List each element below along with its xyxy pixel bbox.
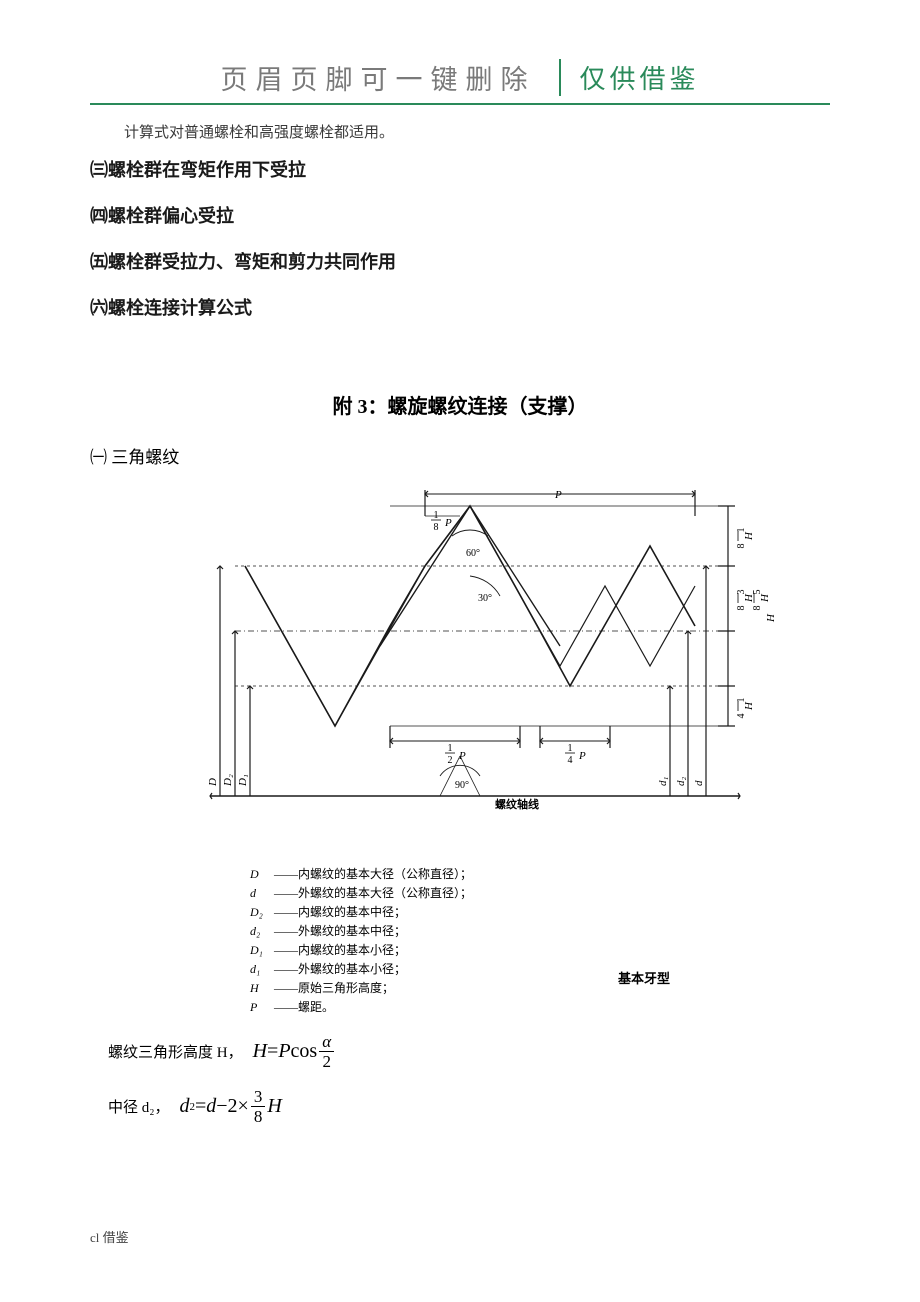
svg-text:H: H bbox=[743, 701, 755, 711]
legend-item: D₁——内螺纹的基本小径； bbox=[250, 941, 780, 958]
angle-60: 60° bbox=[466, 548, 480, 559]
legend-item: D₂——内螺纹的基本中径； bbox=[250, 903, 780, 920]
indent-note: 计算式对普通螺栓和高强度螺栓都适用。 bbox=[124, 121, 830, 142]
thread-profile-svg: P 1 8 P 60° 30° 1 2 P 1 4 P 90° 螺纹轴线 D D… bbox=[140, 486, 780, 846]
svg-text:8: 8 bbox=[752, 606, 763, 611]
svg-text:8: 8 bbox=[434, 522, 439, 533]
dim-d1: d₁ bbox=[657, 777, 669, 787]
footer-mark: cl 借鉴 bbox=[90, 1227, 129, 1246]
dim-D: D bbox=[207, 778, 219, 787]
formula-height-lead: 螺纹三角形高度 H， bbox=[108, 1041, 243, 1062]
angle-90: 90° bbox=[455, 780, 469, 791]
dim-D1: D₁ bbox=[237, 774, 249, 787]
svg-text:1: 1 bbox=[568, 743, 573, 754]
legend-item: d——外螺纹的基本大径（公称直径）； bbox=[250, 884, 780, 901]
legend-item: d₂——外螺纹的基本中径； bbox=[250, 922, 780, 939]
outline-3: ㈢螺栓群在弯矩作用下受拉 bbox=[90, 156, 830, 182]
svg-text:8: 8 bbox=[736, 544, 747, 549]
svg-text:2: 2 bbox=[448, 755, 453, 766]
svg-text:P: P bbox=[458, 750, 466, 762]
axis-label: 螺纹轴线 bbox=[495, 797, 539, 811]
legend-item: H——原始三角形高度； bbox=[250, 979, 780, 996]
svg-text:P: P bbox=[578, 750, 586, 762]
legend-item: D——内螺纹的基本大径（公称直径）； bbox=[250, 865, 780, 882]
dim-one-eighth-h: 1 8 H bbox=[736, 528, 755, 549]
legend-block: D——内螺纹的基本大径（公称直径）； d——外螺纹的基本大径（公称直径）； D₂… bbox=[140, 865, 780, 1015]
header-main-text: 页眉页脚可一键删除 bbox=[220, 58, 535, 97]
dim-p: P bbox=[554, 489, 562, 501]
dim-H: H bbox=[765, 613, 777, 623]
formula-pitch-lead: 中径 d₂， bbox=[108, 1096, 169, 1117]
header-side-text: 仅供借鉴 bbox=[559, 59, 699, 96]
dim-d2: d₂ bbox=[675, 777, 687, 787]
outline-4: ㈣螺栓群偏心受拉 bbox=[90, 202, 830, 228]
svg-text:4: 4 bbox=[736, 714, 747, 719]
svg-text:8: 8 bbox=[736, 606, 747, 611]
svg-text:H: H bbox=[743, 531, 755, 541]
dim-quarter-p: 1 4 P bbox=[565, 743, 586, 766]
legend-caption: 基本牙型 bbox=[618, 968, 670, 987]
svg-text:4: 4 bbox=[568, 755, 573, 766]
sub-heading: ㈠ 三角螺纹 bbox=[90, 443, 830, 468]
svg-text:1: 1 bbox=[434, 510, 439, 521]
outline-5: ㈤螺栓群受拉力、弯矩和剪力共同作用 bbox=[90, 248, 830, 274]
dim-d: d bbox=[693, 780, 705, 786]
dim-quarter-h: 1 4 H bbox=[736, 698, 755, 719]
formula-height: 螺纹三角形高度 H， H=Pcos α2 bbox=[108, 1033, 830, 1070]
dim-one-eighth-p: 1 8 P bbox=[431, 510, 452, 533]
header-rule bbox=[90, 103, 830, 105]
legend-item: d₁——外螺纹的基本小径； bbox=[250, 960, 780, 977]
angle-30: 30° bbox=[478, 593, 492, 604]
page-header: 页眉页脚可一键删除 仅供借鉴 bbox=[90, 58, 830, 97]
appendix-title: 附 3：螺旋螺纹连接（支撑） bbox=[90, 390, 830, 419]
formula-pitch-diameter: 中径 d₂， d2=d−2× 38 H bbox=[108, 1088, 830, 1125]
svg-text:1: 1 bbox=[448, 743, 453, 754]
outline-6: ㈥螺栓连接计算公式 bbox=[90, 294, 830, 320]
svg-text:P: P bbox=[444, 517, 452, 529]
legend-item: P——螺距。 bbox=[250, 998, 780, 1015]
dim-D2: D₂ bbox=[222, 774, 234, 787]
thread-profile-diagram: P 1 8 P 60° 30° 1 2 P 1 4 P 90° 螺纹轴线 D D… bbox=[140, 486, 780, 851]
svg-text:H: H bbox=[759, 593, 771, 603]
